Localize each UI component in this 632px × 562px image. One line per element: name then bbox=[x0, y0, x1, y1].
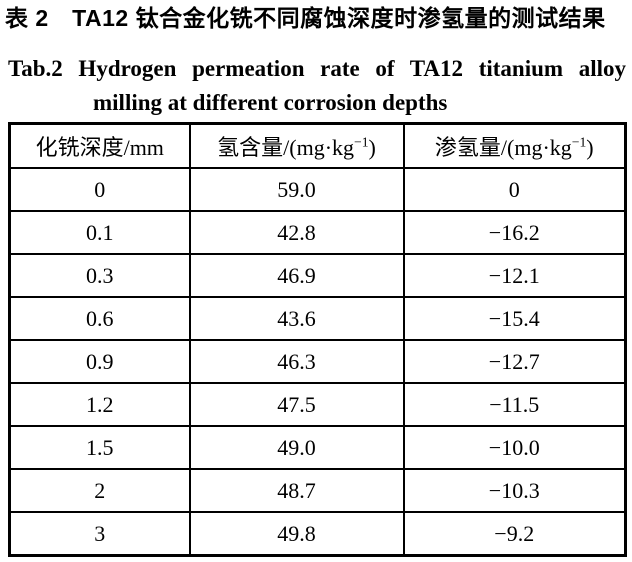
cell-permeation: −9.2 bbox=[402, 511, 627, 557]
cell-permeation: 0 bbox=[402, 167, 627, 212]
col-header-permeation-label: 渗氢量/(mg·kg bbox=[434, 135, 572, 160]
table-row: 0.1 42.8 −16.2 bbox=[8, 210, 627, 255]
cell-depth: 0.3 bbox=[8, 253, 191, 298]
table-row: 0.6 43.6 −15.4 bbox=[8, 296, 627, 341]
unit-close-paren: ) bbox=[586, 135, 594, 160]
col-header-permeation: 渗氢量/(mg·kg−1) bbox=[402, 122, 627, 169]
cell-depth: 1.5 bbox=[8, 425, 191, 470]
table-row: 2 48.7 −10.3 bbox=[8, 468, 627, 513]
table-row: 0.3 46.9 −12.1 bbox=[8, 253, 627, 298]
table-row: 1.2 47.5 −11.5 bbox=[8, 382, 627, 427]
col-header-hydrogen-label: 氢含量/(mg·kg bbox=[217, 135, 355, 160]
cell-depth: 0 bbox=[8, 167, 191, 212]
cell-depth: 0.9 bbox=[8, 339, 191, 384]
unit-close-paren: ) bbox=[368, 135, 376, 160]
cell-depth: 2 bbox=[8, 468, 191, 513]
cell-permeation: −11.5 bbox=[402, 382, 627, 427]
cell-permeation: −10.0 bbox=[402, 425, 627, 470]
unit-exponent: −1 bbox=[571, 134, 587, 150]
table-header-row: 化铣深度/mm 氢含量/(mg·kg−1) 渗氢量/(mg·kg−1) bbox=[8, 122, 627, 169]
cell-hydrogen-content: 43.6 bbox=[188, 296, 405, 341]
hydrogen-permeation-table: 化铣深度/mm 氢含量/(mg·kg−1) 渗氢量/(mg·kg−1) 0 59… bbox=[8, 122, 627, 557]
cell-depth: 3 bbox=[8, 511, 191, 557]
table-row: 3 49.8 −9.2 bbox=[8, 511, 627, 557]
cell-hydrogen-content: 59.0 bbox=[188, 167, 405, 212]
cell-hydrogen-content: 49.8 bbox=[188, 511, 405, 557]
cell-hydrogen-content: 46.9 bbox=[188, 253, 405, 298]
cell-permeation: −15.4 bbox=[402, 296, 627, 341]
cell-permeation: −10.3 bbox=[402, 468, 627, 513]
unit-exponent: −1 bbox=[354, 134, 369, 150]
table-row: 1.5 49.0 −10.0 bbox=[8, 425, 627, 470]
cell-hydrogen-content: 42.8 bbox=[188, 210, 405, 255]
col-header-depth-label: 化铣深度/mm bbox=[35, 135, 164, 160]
cell-depth: 1.2 bbox=[8, 382, 191, 427]
table-row: 0.9 46.3 −12.7 bbox=[8, 339, 627, 384]
col-header-depth: 化铣深度/mm bbox=[8, 122, 191, 169]
table-row: 0 59.0 0 bbox=[8, 167, 627, 212]
cell-permeation: −16.2 bbox=[402, 210, 627, 255]
cell-hydrogen-content: 49.0 bbox=[188, 425, 405, 470]
cell-depth: 0.6 bbox=[8, 296, 191, 341]
table-caption-en-line1: Tab.2 Hydrogen permeation rate of TA12 t… bbox=[8, 56, 626, 81]
cell-permeation: −12.1 bbox=[402, 253, 627, 298]
cell-hydrogen-content: 48.7 bbox=[188, 468, 405, 513]
cell-hydrogen-content: 46.3 bbox=[188, 339, 405, 384]
cell-permeation: −12.7 bbox=[402, 339, 627, 384]
table-caption-zh: 表 2 TA12 钛合金化铣不同腐蚀深度时渗氢量的测试结果 bbox=[5, 5, 606, 31]
cell-depth: 0.1 bbox=[8, 210, 191, 255]
table-caption-en-line2: milling at different corrosion depths bbox=[93, 90, 448, 115]
col-header-hydrogen-content: 氢含量/(mg·kg−1) bbox=[188, 122, 405, 169]
cell-hydrogen-content: 47.5 bbox=[188, 382, 405, 427]
